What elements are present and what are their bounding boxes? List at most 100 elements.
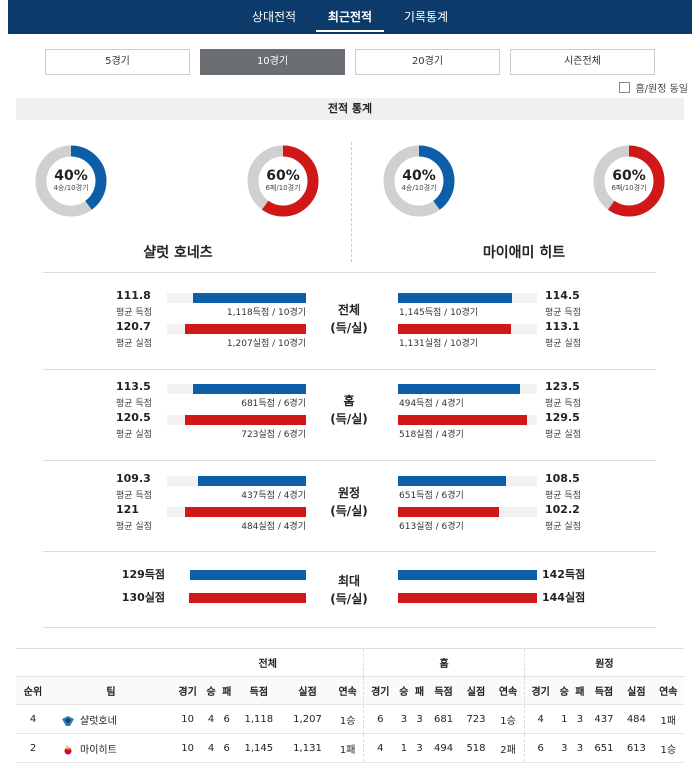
home-away-toggle[interactable]: 홈/원정 동일 [619,80,688,95]
home-losses-cell: 3 [411,733,428,763]
away-games-cell: 4 [523,704,557,734]
top-nav: 상대전적 최근전적 기록통계 [8,0,692,34]
home-streak-cell: 2패 [492,733,525,763]
column-header: 연속 [652,676,684,705]
left-bar-track [167,384,306,394]
left-average-label: 평균 득점 [116,491,152,501]
home-games-cell: 6 [363,704,397,734]
column-header: 경기 [523,676,557,705]
left-average-label: 평균 실점 [116,339,152,349]
filter-10-games-button[interactable]: 10경기 [200,49,345,75]
left-bar [189,593,306,603]
donut-fill [35,145,107,217]
stat-group-title: 최대 (득/실) [324,572,374,608]
right-average-value: 108.5 [545,472,580,485]
away-streak-cell: 1패 [652,704,684,734]
stat-row: 121 평균 실점 484실점 / 4경기 613실점 / 6경기 102.2 평균 실점 [43,503,656,535]
right-bar-track [398,507,537,517]
right-bar [398,384,521,394]
right-bar-track [398,415,537,425]
max-row: 129득점 142득점 [43,566,656,586]
stat-group-sublabel: (득/실) [330,592,368,606]
right-average-value: 123.5 [545,380,580,393]
left-max-value: 129득점 [121,568,165,581]
stat-group-sublabel: (득/실) [330,504,368,518]
donut-label: 60% 6패/10경기 [246,144,320,218]
column-header: 연속 [492,676,525,705]
left-average-label: 평균 득점 [116,308,152,318]
right-average-label: 평균 득점 [545,491,581,501]
tab-head-to-head[interactable]: 상대전적 [251,10,297,24]
left-bar [185,324,306,334]
max-row: 130실점 144실점 [43,589,656,609]
stat-group-label: 홈 [343,394,355,408]
stat-group-title: 원정 (득/실) [324,484,374,520]
away-points-for-cell: 437 [587,704,621,734]
donut-fill [593,145,665,217]
left-bar [190,570,306,580]
stat-group-label: 전체 [337,303,361,317]
tab-records[interactable]: 기록통계 [403,10,449,24]
left-bar-track [179,570,306,580]
left-total-label: 681득점 / 6경기 [241,399,306,409]
left-average-label: 평균 실점 [116,522,152,532]
filter-5-games-button[interactable]: 5경기 [45,49,190,75]
team-name-left: 샬럿 호네츠 [143,245,213,261]
right-bar-track [398,324,537,334]
right-bar-track [398,593,537,603]
left-total-label: 437득점 / 4경기 [241,491,306,501]
tab-recent[interactable]: 최근전적 [312,0,388,34]
filter-season-button[interactable]: 시즌전체 [510,49,655,75]
stat-row: 120.5 평균 실점 723실점 / 6경기 518실점 / 4경기 129.5 평균 … [43,411,656,443]
away-streak-cell: 1승 [652,733,684,763]
donut-label: 60% 6패/10경기 [592,144,666,218]
team-name: 마이히트 [80,744,117,756]
donut-record: 4승/10경기 [401,184,437,192]
game-count-filter: 5경기 10경기 20경기 시즌전체 [45,49,665,75]
donut-record: 4승/10경기 [53,184,89,192]
left-total-label: 484실점 / 4경기 [241,522,306,532]
home-streak-cell: 1승 [492,704,525,734]
column-header: 경기 [363,676,397,705]
team-cell[interactable]: 마이히트 [50,733,172,763]
right-total-label: 613실점 / 6경기 [399,522,464,532]
column-header: 실점 [459,676,493,705]
home-away-checkbox[interactable] [619,82,631,93]
column-header: 득점 [427,676,460,705]
column-header: 경기 [172,676,204,705]
team-cell[interactable]: 샬럿호네 [50,704,172,734]
total-wins-cell: 4 [203,733,219,763]
section-divider [43,551,656,552]
column-header: 실점 [283,676,332,705]
team-name: 샬럿호네 [80,715,117,727]
left-average-value: 121 [116,503,139,516]
left-average-value: 120.7 [116,320,151,333]
left-bar-track [167,293,306,303]
right-bar-track [398,384,537,394]
column-header: 득점 [234,676,284,705]
right-total-label: 494득점 / 4경기 [399,399,464,409]
home-points-against-cell: 723 [459,704,493,734]
stat-row: 113.5 평균 득점 681득점 / 6경기 494득점 / 4경기 123.5 평균 … [43,380,656,412]
left-total-label: 1,207실점 / 10경기 [226,339,306,349]
right-bar [398,476,507,486]
column-header: 승 [396,676,412,705]
group-header-away: 원정 [523,648,684,677]
right-max-value: 144실점 [542,591,586,604]
away-losses-cell: 3 [572,704,588,734]
total-losses-cell: 6 [218,704,235,734]
left-bar [197,476,306,486]
total-streak-cell: 1승 [331,704,364,734]
right-bar [398,324,511,334]
left-average-label: 평균 득점 [116,399,152,409]
right-total-label: 1,145득점 / 10경기 [399,308,479,318]
right-bar [398,570,537,580]
filter-20-games-button[interactable]: 20경기 [355,49,500,75]
column-header: 승 [203,676,219,705]
team-header: 팀 [50,676,172,705]
total-points-for-cell: 1,118 [234,704,284,734]
left-bar-track [167,324,306,334]
left-bar-track [167,415,306,425]
rank-cell: 2 [16,733,50,763]
left-max-value: 130실점 [121,591,165,604]
